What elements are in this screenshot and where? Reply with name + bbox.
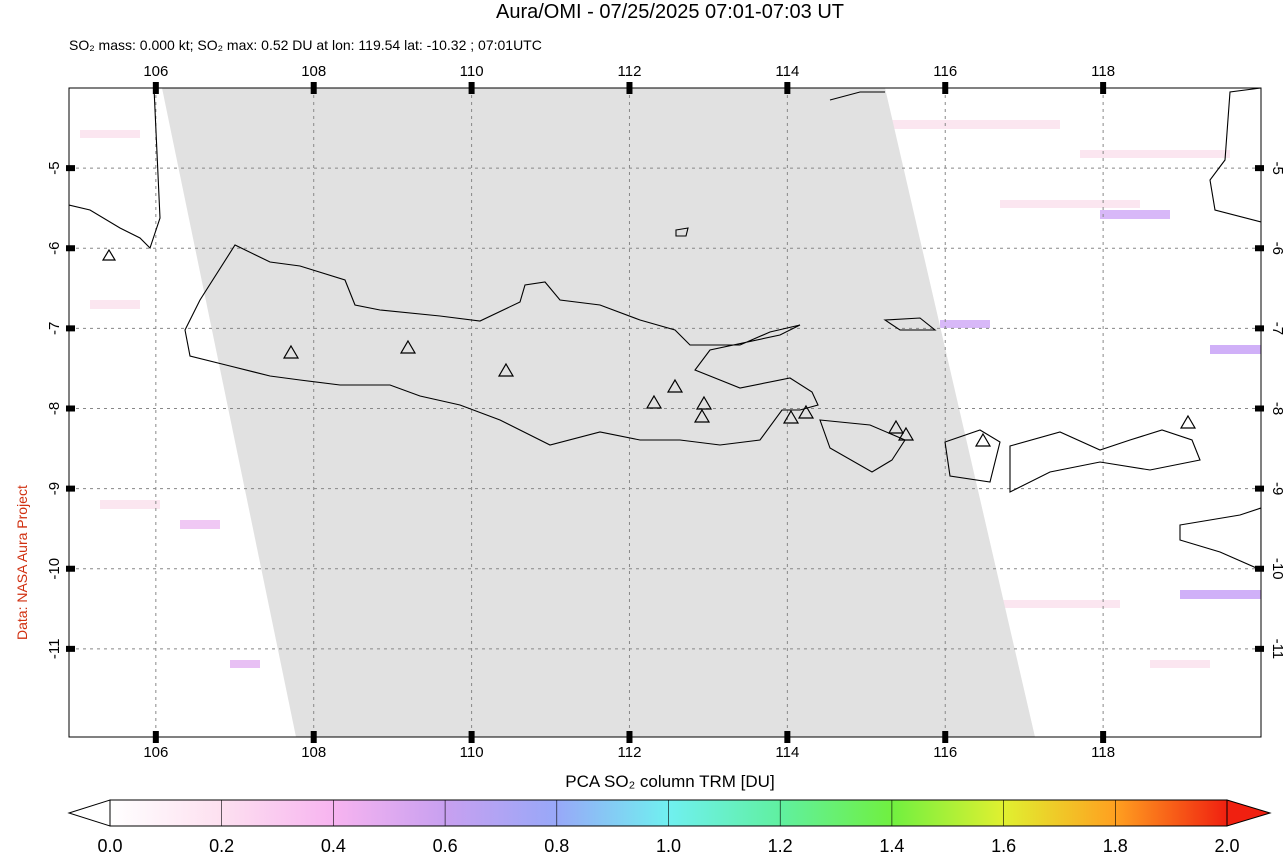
y-tick-label: -8 [1269, 402, 1286, 415]
colorbar-label: PCA SO₂ column TRM [DU] [565, 772, 774, 791]
y-tick-label: -7 [46, 322, 63, 335]
y-tick-label: -5 [46, 161, 63, 174]
y-tick-label: -9 [1269, 482, 1286, 495]
colorbar-tick-label: 1.0 [656, 836, 681, 855]
title: Aura/OMI - 07/25/2025 07:01-07:03 UT [496, 1, 844, 23]
y-tick-label: -7 [1269, 322, 1286, 335]
coastlines [69, 88, 1261, 571]
x-tick-label: 108 [301, 63, 326, 80]
frame-ticks: 106 106 108 108 110 110 112 112 114 114 116 116 118 1… [46, 63, 1286, 761]
colorbar-tick-label: 1.2 [768, 836, 793, 855]
y-tick-label: -11 [1269, 639, 1286, 660]
colorbar-tick-label: 0.8 [544, 836, 569, 855]
x-tick-label: 108 [301, 744, 326, 761]
x-tick-label: 110 [460, 744, 484, 761]
colorbar-tick-label: 1.8 [1103, 836, 1128, 855]
x-tick-label: 106 [143, 63, 168, 80]
colorbar-under [67, 799, 111, 827]
y-tick-label: -8 [46, 402, 63, 415]
x-tick-label: 118 [1091, 744, 1115, 761]
colorbar-over [1226, 799, 1272, 827]
colorbar-tick-label: 0.6 [433, 836, 458, 855]
x-tick-label: 116 [933, 63, 957, 80]
x-tick-label: 112 [618, 63, 642, 80]
map-area [69, 88, 1261, 737]
colorbar-tick-label: 2.0 [1214, 836, 1239, 855]
y-tick-label: -10 [46, 558, 63, 580]
x-tick-label: 106 [143, 744, 168, 761]
x-tick-label: 116 [933, 744, 957, 761]
colorbar-tick-label: 0.4 [321, 836, 346, 855]
x-tick-label: 114 [775, 744, 799, 761]
credit: Data: NASA Aura Project [14, 485, 30, 640]
colorbar-tick-label: 1.6 [991, 836, 1016, 855]
no-data-swath [162, 88, 1035, 737]
x-tick-label: 110 [460, 63, 484, 80]
y-tick-label: -9 [46, 482, 63, 495]
y-tick-label: -6 [46, 242, 63, 255]
volcanoes [101, 248, 1197, 447]
colorbar-tick-label: 0.0 [97, 836, 122, 855]
colorbar-ticks: 0.0 0.2 0.4 0.6 0.8 1.0 1.2 1.4 1.6 1.8 2.0 [97, 800, 1240, 856]
y-tick-label: -11 [46, 639, 63, 660]
colorbar-tick-label: 1.4 [879, 836, 904, 855]
y-tick-label: -10 [1269, 558, 1286, 580]
x-tick-label: 112 [618, 744, 642, 761]
x-tick-label: 118 [1091, 63, 1115, 80]
x-tick-label: 114 [775, 63, 799, 80]
subtitle: SO₂ mass: 0.000 kt; SO₂ max: 0.52 DU at … [69, 37, 542, 53]
grid [69, 88, 1261, 737]
y-tick-label: -6 [1269, 242, 1286, 255]
retrieval-pixels [80, 120, 1261, 668]
y-tick-label: -5 [1269, 161, 1286, 174]
map-frame [68, 87, 1262, 738]
colorbar-tick-label: 0.2 [209, 836, 234, 855]
